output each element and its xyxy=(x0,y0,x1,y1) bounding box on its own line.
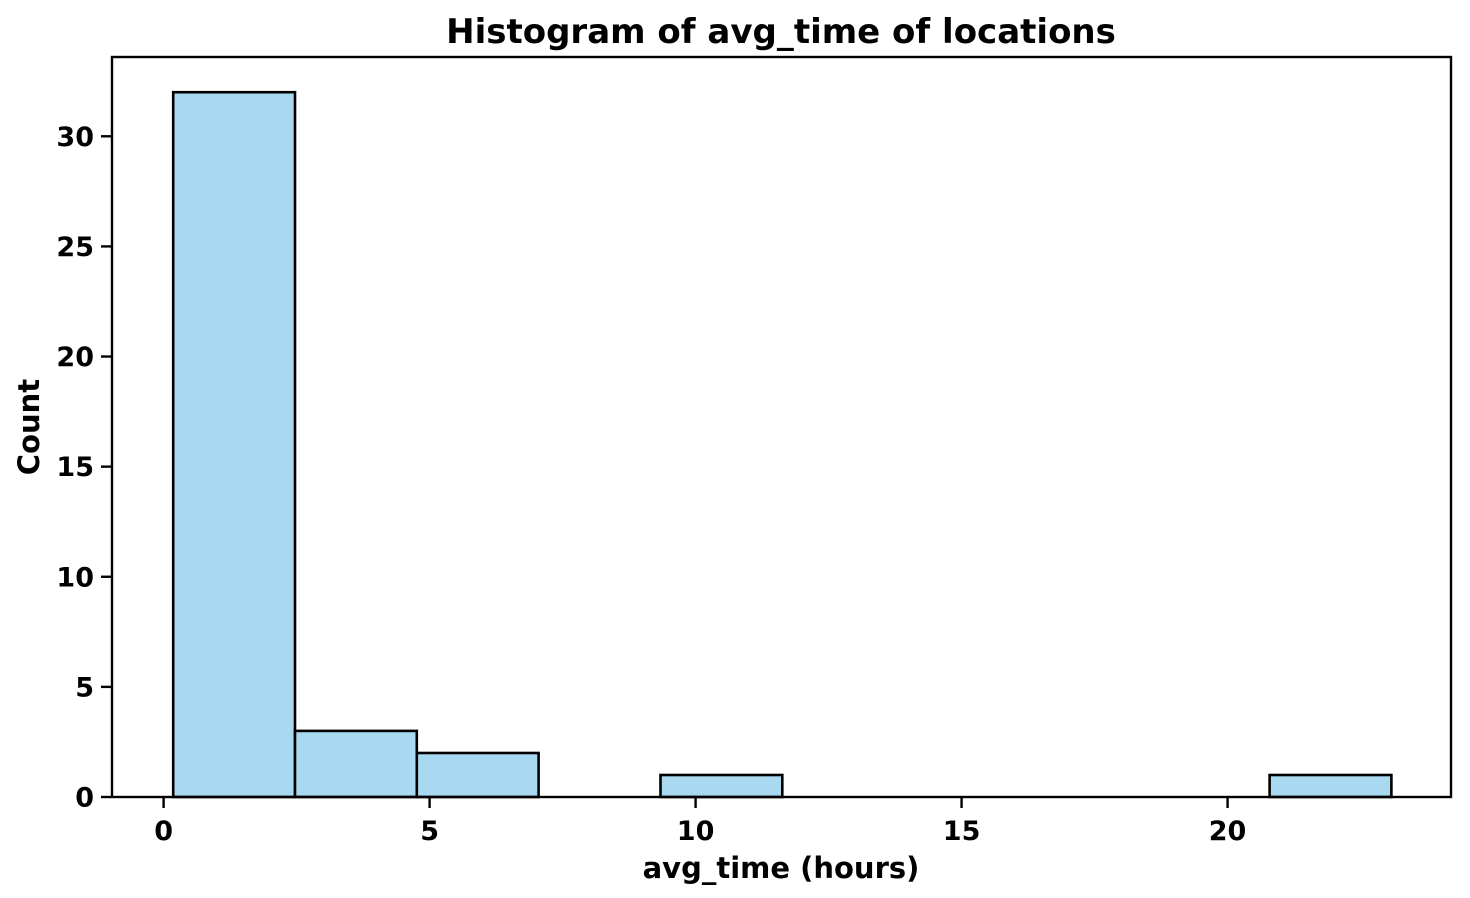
y-tick-label: 25 xyxy=(56,232,94,263)
y-tick-label: 20 xyxy=(56,342,94,373)
x-tick-label: 15 xyxy=(943,816,981,847)
y-tick-label: 30 xyxy=(56,122,94,153)
histogram-bar xyxy=(1268,773,1393,799)
x-tick-label: 0 xyxy=(154,816,173,847)
x-tick-label: 10 xyxy=(677,816,715,847)
x-tick-label: 5 xyxy=(420,816,439,847)
y-tick-label: 15 xyxy=(56,452,94,483)
histogram-bar xyxy=(171,90,297,799)
axes-layer xyxy=(110,55,1453,799)
y-tick-label: 5 xyxy=(75,672,94,703)
histogram-bar xyxy=(415,751,540,799)
bars-layer xyxy=(171,90,1393,799)
plot-border xyxy=(110,55,1453,799)
y-axis-label: Count xyxy=(12,379,46,475)
x-axis-label: avg_time (hours) xyxy=(643,851,920,885)
y-tick-label: 10 xyxy=(56,562,94,593)
chart-title: Histogram of avg_time of locations xyxy=(446,12,1116,52)
y-tick-label: 0 xyxy=(75,783,94,814)
histogram-bar xyxy=(659,773,784,799)
x-tick-label: 20 xyxy=(1209,816,1247,847)
histogram-bar xyxy=(293,729,419,799)
ticks-layer: 0 5 10 15 20 0 5 10 15 20 25 30 xyxy=(56,122,1246,847)
